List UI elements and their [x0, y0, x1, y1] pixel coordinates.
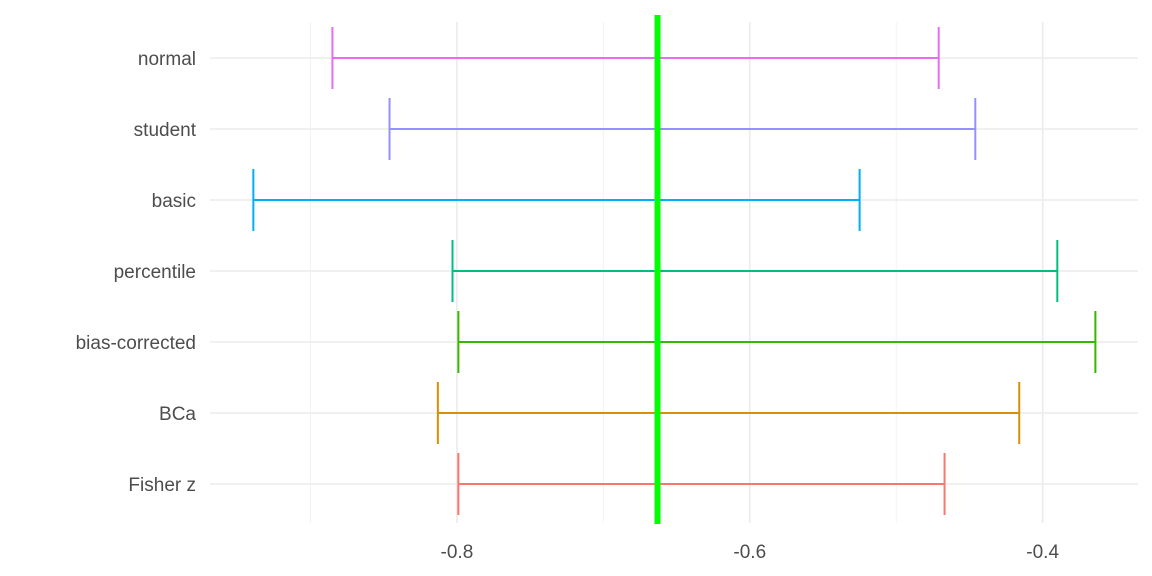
- y-axis-labels: normal student basic percentile bias-correct…: [76, 49, 197, 496]
- interval-bars: [252, 27, 1097, 515]
- interval-bias-corrected: [457, 311, 1097, 373]
- interval-normal: [331, 27, 940, 89]
- grid: [210, 22, 1138, 523]
- interval-fisher-z: [457, 453, 946, 515]
- category-label: student: [134, 120, 197, 141]
- category-label: bias-corrected: [76, 333, 196, 354]
- interval-percentile: [451, 240, 1059, 302]
- x-axis-labels: -0.8 -0.6 -0.4: [441, 542, 1060, 563]
- x-tick-label: -0.8: [441, 542, 474, 563]
- category-label: BCa: [159, 404, 196, 425]
- interval-student: [388, 98, 977, 160]
- category-label: Fisher z: [128, 475, 196, 496]
- x-tick-label: -0.4: [1026, 542, 1059, 563]
- category-label: basic: [152, 191, 196, 212]
- interval-bca: [436, 382, 1021, 444]
- category-label: percentile: [114, 262, 196, 283]
- x-tick-label: -0.6: [733, 542, 766, 563]
- interval-basic: [252, 169, 861, 231]
- category-label: normal: [138, 49, 196, 70]
